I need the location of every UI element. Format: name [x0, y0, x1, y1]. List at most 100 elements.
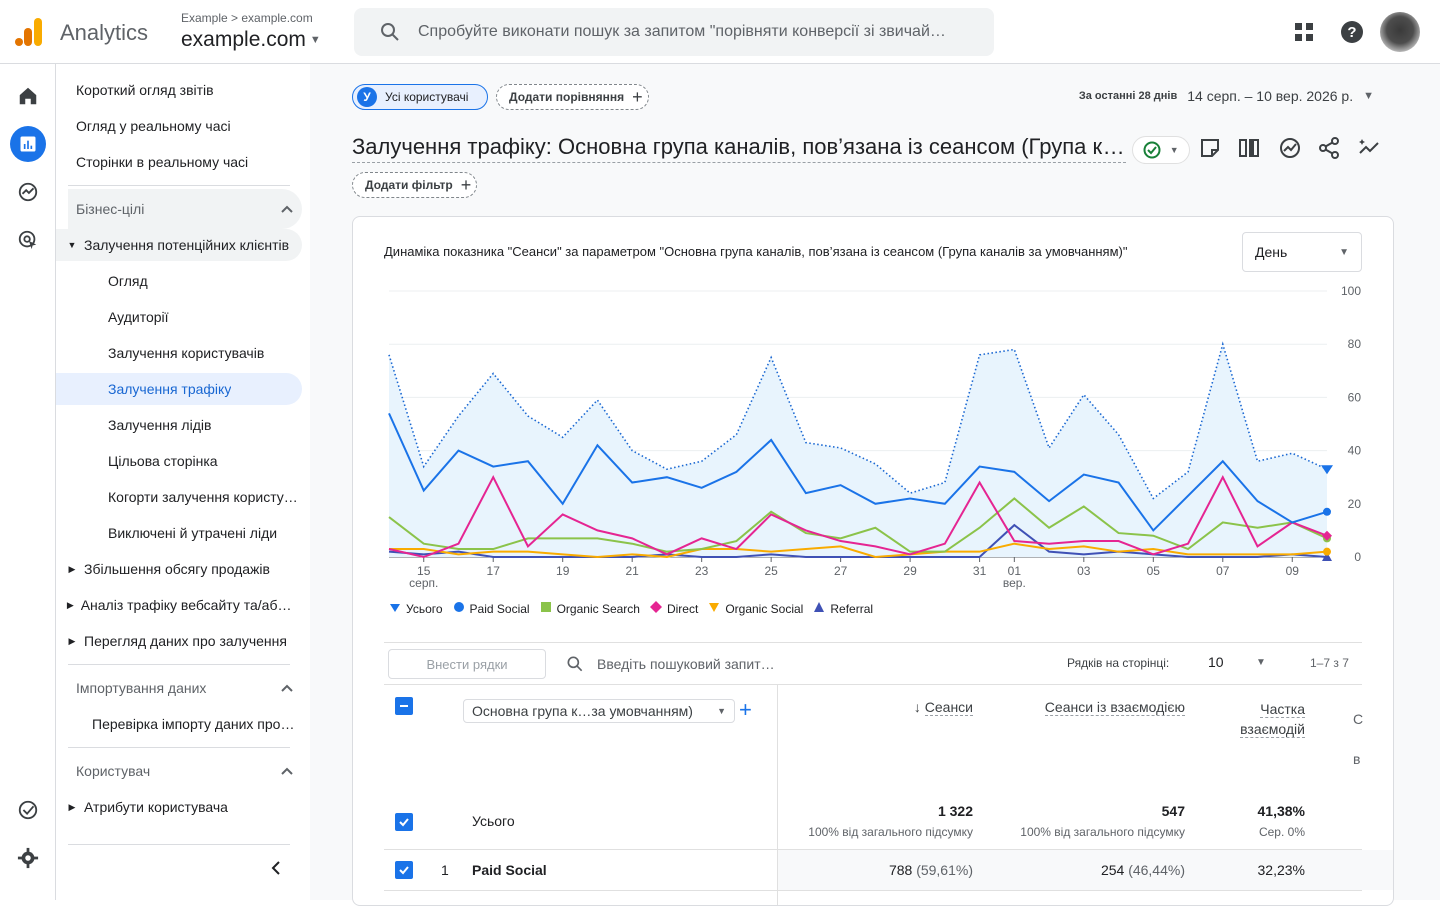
segment-chip-all-users[interactable]: У Усі користувачі [352, 84, 488, 110]
x-tick-label: 05 [1147, 564, 1161, 578]
apps-grid-icon[interactable] [1292, 20, 1316, 44]
x-tick-label: 21 [626, 564, 640, 578]
y-tick-label: 40 [1348, 444, 1362, 458]
share-icon[interactable] [1317, 136, 1341, 160]
legend-item[interactable]: Paid Social [453, 601, 530, 616]
advertising-icon[interactable] [10, 222, 46, 258]
caret-down-icon: ▼ [1339, 246, 1349, 258]
totals-rate-sub: Сер. 0% [1258, 825, 1305, 839]
nav-group-drive-sales[interactable]: ▶ Збільшення обсягу продажів [56, 553, 298, 585]
nav-group-user-attributes[interactable]: ▶ Атрибути користувача [56, 791, 298, 823]
nav-label: Сторінки в реальному часі [76, 154, 249, 170]
nav-section-user[interactable]: Користувач [68, 751, 302, 791]
caret-down-icon[interactable]: ▼ [1256, 657, 1266, 668]
reports-icon[interactable] [10, 126, 46, 162]
rows-per-page-select[interactable]: 10 [1208, 654, 1224, 670]
add-rows-button[interactable]: Внести рядки [388, 649, 546, 679]
nav-item-landing-page[interactable]: Цільова сторінка [56, 445, 302, 477]
explore-icon[interactable] [10, 174, 46, 210]
compare-columns-icon[interactable] [1237, 136, 1261, 160]
table-header-divider [384, 684, 1362, 685]
legend-item[interactable]: Усього [389, 601, 443, 616]
select-all-checkbox[interactable] [395, 697, 413, 715]
property-selector[interactable]: example.com ▼ [181, 28, 321, 52]
plus-icon: + [632, 86, 643, 107]
series-line-total [388, 341, 1328, 500]
search-icon [381, 23, 399, 41]
dimension-value: Основна група к…за умовчанням) [472, 703, 693, 719]
legend-label: Organic Search [556, 601, 640, 616]
legend-marker-icon [540, 601, 552, 616]
help-icon[interactable]: ? [1340, 20, 1364, 44]
legend-item[interactable]: Organic Search [540, 601, 640, 616]
totals-row-checkbox[interactable] [395, 813, 413, 831]
nav-item-acquisition-cohorts[interactable]: Когорти залучення користувачів [56, 481, 298, 513]
insights-icon[interactable] [1278, 136, 1302, 160]
nav-group-lead-acquisition[interactable]: ▼ Залучення потенційних клієнтів [56, 229, 302, 261]
nav-group-engagement-data[interactable]: ▶ Перегляд даних про залучення [56, 625, 298, 657]
y-tick-label: 60 [1348, 390, 1362, 404]
nav-item-lead-acquisition[interactable]: Залучення лідів [56, 409, 302, 441]
nav-item-realtime-overview[interactable]: Огляд у реальному часі [56, 110, 302, 142]
configure-icon[interactable] [10, 792, 46, 828]
caret-down-icon: ▼ [1169, 145, 1179, 155]
column-header-engaged-sessions[interactable]: Сеанси із взаємодією [1013, 699, 1185, 716]
nav-item-user-acquisition[interactable]: Залучення користувачів [56, 337, 302, 369]
chart-title: Динаміка показника "Сеанси" за параметро… [384, 244, 1128, 259]
legend-label: Direct [666, 601, 699, 616]
legend-label: Усього [406, 601, 443, 616]
add-filter-button[interactable]: Додати фільтр + [352, 172, 477, 198]
legend-item[interactable]: Organic Social [708, 601, 803, 616]
analytics-logo-icon[interactable] [14, 16, 44, 48]
row-checkbox[interactable] [395, 861, 413, 879]
rows-per-page-label: Рядків на сторінці: [1067, 656, 1170, 670]
legend-item[interactable]: Direct [649, 601, 699, 616]
series-end-marker [1322, 530, 1332, 541]
nav-item-traffic-acquisition[interactable]: Залучення трафіку [56, 373, 302, 405]
nav-item-realtime-pages[interactable]: Сторінки в реальному часі [56, 146, 302, 178]
nav-divider [68, 747, 290, 748]
triangle-down-icon: ▼ [67, 240, 77, 250]
column-header-engagement-rate[interactable]: Частка взаємодій [1213, 699, 1305, 739]
series-line-organic-social [389, 542, 1328, 559]
x-tick-label: 17 [487, 564, 501, 578]
add-dimension-plus-icon[interactable]: + [739, 697, 752, 722]
account-breadcrumb[interactable]: Example > example.com [181, 11, 313, 25]
dimension-select[interactable]: Основна група к…за умовчанням) ▼ [463, 699, 735, 723]
nav-item-reports-snapshot[interactable]: Короткий огляд звітів [56, 74, 302, 106]
legend-label: Paid Social [469, 601, 530, 616]
granularity-dropdown[interactable]: День ▼ [1242, 232, 1362, 272]
table-row-divider [384, 890, 1362, 891]
home-icon[interactable] [10, 78, 46, 114]
row-channel-name[interactable]: Paid Social [472, 862, 547, 878]
series-area-total [389, 344, 1327, 557]
column-header-sessions[interactable]: ↓ Сеанси [893, 699, 973, 716]
collapse-chevron-left-icon[interactable] [268, 860, 284, 876]
account-avatar[interactable] [1380, 12, 1420, 52]
add-comparison-label: Додати порівняння [509, 90, 625, 104]
settings-gear-icon[interactable] [10, 840, 46, 876]
table-row[interactable]: 1 Paid Social [384, 850, 777, 890]
check-circle-icon [1143, 141, 1161, 159]
nav-item-audiences[interactable]: Аудиторії [56, 301, 302, 333]
sessions-line-chart[interactable]: 0 20 40 60 80 100 15 17 19 21 23 25 27 29 31 01 03 05 07 09… [353, 277, 1394, 597]
nav-item-import-check[interactable]: Перевірка імпорту даних про… [56, 708, 298, 740]
nav-divider [68, 844, 290, 845]
nav-group-traffic-analysis[interactable]: ▶ Аналіз трафіку вебсайту та/або додатка [56, 589, 298, 621]
date-range-picker[interactable]: За останні 28 днів 14 серп. – 10 вер. 20… [1079, 88, 1374, 104]
annotation-icon[interactable] [1198, 136, 1222, 160]
search-bar[interactable]: Спробуйте виконати пошук за запитом "пор… [354, 8, 994, 56]
report-status-dropdown[interactable]: ▼ [1132, 136, 1190, 164]
nav-section-data-import[interactable]: Імпортування даних [68, 668, 302, 708]
add-comparison-button[interactable]: Додати порівняння + [496, 84, 649, 110]
nav-item-overview[interactable]: Огляд [56, 265, 302, 297]
nav-section-business-goals[interactable]: Бізнес-цілі [68, 189, 302, 229]
table-search[interactable]: Введіть пошуковий запит… [565, 654, 775, 674]
legend-item[interactable]: Referral [813, 601, 873, 616]
nav-label: Аналіз трафіку вебсайту та/або додатка [80, 597, 298, 613]
x-tick-label: 19 [556, 564, 570, 578]
sparkle-trend-icon[interactable] [1357, 136, 1381, 160]
nav-label: Виключені й утрачені ліди [108, 525, 278, 541]
nav-item-disqualified-leads[interactable]: Виключені й утрачені ліди [56, 517, 302, 549]
